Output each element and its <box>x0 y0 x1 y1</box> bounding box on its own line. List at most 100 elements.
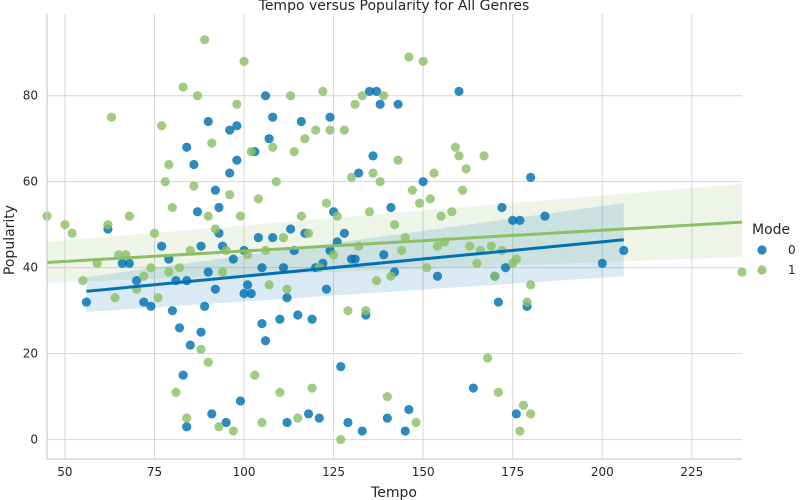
data-point-mode-1 <box>411 417 421 428</box>
data-point-mode-1 <box>364 207 375 217</box>
data-point-mode-1 <box>232 99 242 109</box>
data-point-mode-0 <box>307 314 317 324</box>
data-point-mode-1 <box>400 232 410 243</box>
data-point-mode-1 <box>321 198 332 208</box>
data-point-mode-0 <box>257 263 267 273</box>
data-point-mode-1 <box>447 207 457 217</box>
data-point-mode-0 <box>286 224 296 234</box>
legend-label-mode-0: 0 <box>788 243 796 257</box>
trend-lines <box>46 220 743 293</box>
data-point-mode-0 <box>239 288 249 299</box>
data-point-mode-1 <box>239 56 249 66</box>
data-point-mode-0 <box>508 215 518 225</box>
data-point-mode-1 <box>296 211 306 221</box>
y-tick-label: 0 <box>30 433 38 447</box>
data-point-mode-0 <box>526 172 536 182</box>
data-point-mode-1 <box>307 383 317 393</box>
data-point-mode-1 <box>346 172 357 182</box>
data-point-mode-1 <box>343 306 353 316</box>
data-point-mode-0 <box>182 142 192 152</box>
chart-title: Tempo versus Popularity for All Genres <box>258 0 530 14</box>
data-point-mode-1 <box>225 189 235 200</box>
data-point-mode-0 <box>418 177 428 187</box>
x-tick-label: 175 <box>501 465 524 479</box>
data-point-mode-1 <box>325 125 335 135</box>
data-point-mode-0 <box>282 293 292 303</box>
confidence-band-mode-1 <box>47 183 742 283</box>
x-tick-label: 75 <box>147 465 162 479</box>
data-point-mode-0 <box>178 370 188 380</box>
data-point-mode-1 <box>404 52 414 62</box>
data-point-mode-1 <box>483 353 493 363</box>
data-point-mode-1 <box>518 400 529 410</box>
data-point-mode-0 <box>243 280 253 290</box>
data-point-mode-1 <box>286 91 296 101</box>
data-point-mode-1 <box>189 181 199 191</box>
data-point-mode-1 <box>511 254 521 264</box>
data-point-mode-1 <box>350 99 360 109</box>
data-point-mode-1 <box>250 370 260 380</box>
data-point-mode-1 <box>210 224 220 234</box>
data-point-mode-0 <box>264 134 274 144</box>
data-points <box>42 35 747 445</box>
data-point-mode-0 <box>393 99 403 109</box>
data-point-mode-0 <box>225 168 235 178</box>
data-point-mode-0 <box>81 297 92 307</box>
data-point-mode-0 <box>189 159 199 170</box>
y-tick-label: 20 <box>23 347 38 361</box>
data-point-mode-0 <box>214 202 224 213</box>
data-point-mode-1 <box>253 194 263 204</box>
data-point-mode-0 <box>232 121 242 131</box>
data-point-mode-1 <box>167 202 177 213</box>
data-point-mode-1 <box>336 435 346 445</box>
data-point-mode-0 <box>619 245 629 256</box>
data-point-mode-0 <box>500 263 511 273</box>
data-point-mode-0 <box>235 396 246 406</box>
data-point-mode-1 <box>393 155 403 165</box>
data-point-mode-1 <box>397 245 407 256</box>
data-point-mode-1 <box>282 284 292 294</box>
data-point-mode-1 <box>515 426 525 436</box>
data-point-mode-1 <box>268 142 278 152</box>
data-point-mode-1 <box>311 125 321 135</box>
data-point-mode-1 <box>457 185 468 195</box>
data-point-mode-0 <box>303 409 314 419</box>
data-point-mode-0 <box>196 327 206 337</box>
data-point-mode-0 <box>382 413 392 423</box>
data-point-mode-1 <box>67 228 77 238</box>
x-tick-label: 125 <box>322 465 345 479</box>
data-point-mode-0 <box>386 202 396 213</box>
data-point-mode-1 <box>124 211 134 221</box>
data-point-mode-1 <box>422 263 432 273</box>
data-point-mode-1 <box>182 413 192 423</box>
data-point-mode-0 <box>357 426 367 436</box>
data-point-mode-1 <box>454 151 464 161</box>
data-point-mode-0 <box>225 125 235 135</box>
legend-marker-mode-0 <box>757 245 767 255</box>
data-point-mode-1 <box>436 211 446 221</box>
data-point-mode-0 <box>350 254 360 264</box>
y-tick-label: 60 <box>23 175 38 189</box>
data-point-mode-1 <box>386 271 396 281</box>
data-point-mode-0 <box>375 99 385 109</box>
tick-labels: 50 75 100 125 150 175 200 225 0 20 40 60 80 <box>23 89 704 479</box>
data-point-mode-0 <box>117 258 127 268</box>
data-point-mode-0 <box>185 340 195 350</box>
legend-marker-mode-1 <box>757 265 767 275</box>
data-point-mode-1 <box>368 168 378 178</box>
data-point-mode-1 <box>235 211 246 221</box>
data-point-mode-1 <box>278 232 289 243</box>
data-point-mode-1 <box>450 142 461 152</box>
data-point-mode-1 <box>490 271 500 281</box>
legend: Mode 0 1 <box>752 222 796 277</box>
data-point-mode-0 <box>131 275 142 286</box>
data-point-mode-1 <box>461 164 471 174</box>
data-point-mode-1 <box>339 125 349 135</box>
data-point-mode-1 <box>110 293 120 303</box>
data-point-mode-1 <box>465 241 475 251</box>
data-point-mode-1 <box>106 112 117 122</box>
data-point-mode-1 <box>178 82 188 92</box>
data-point-mode-1 <box>493 387 503 397</box>
data-point-mode-0 <box>493 297 503 307</box>
